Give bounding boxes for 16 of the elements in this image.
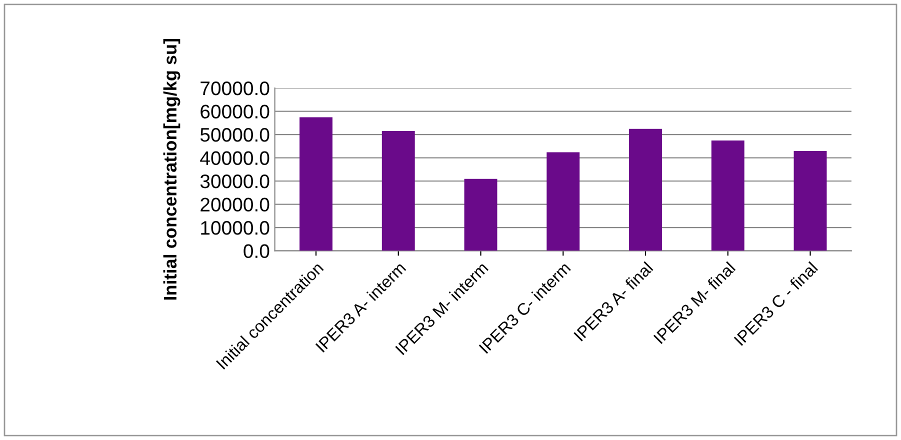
y-tick-label: 50000.0: [200, 128, 270, 142]
bar: [464, 178, 498, 251]
bar: [546, 152, 580, 251]
y-tick-label: 60000.0: [200, 104, 270, 118]
y-axis-title: Initial concentration[mg/kg su]: [163, 38, 180, 300]
bar: [629, 128, 662, 251]
bar: [711, 140, 744, 251]
y-tick-label: 20000.0: [200, 198, 270, 212]
y-tick-label: 70000.0: [200, 81, 270, 96]
bar: [382, 131, 415, 251]
y-tick-label: 40000.0: [200, 151, 270, 166]
bar: [794, 151, 827, 251]
y-tick-label: 0.0: [244, 244, 270, 258]
y-tick-label: 30000.0: [200, 174, 270, 188]
bar: [300, 117, 332, 251]
y-tick-label: 10000.0: [201, 221, 270, 235]
